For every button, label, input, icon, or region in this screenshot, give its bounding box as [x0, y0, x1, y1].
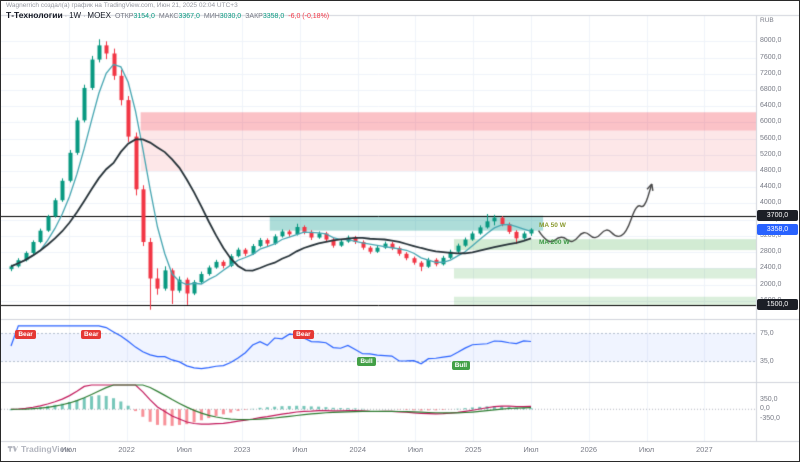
bear-signal-badge: Bear [81, 330, 102, 340]
time-axis-label[interactable]: 2026 [580, 445, 598, 454]
close-label: ЗАКР [245, 13, 263, 20]
close-value: 3358,0 [262, 13, 285, 20]
price-axis-badge: 3358,0 [757, 224, 798, 235]
price-tick-label[interactable]: 6000,0 [760, 118, 782, 126]
macd-axis-label: 350,0 [760, 395, 778, 403]
price-tick-label[interactable]: 2000,0 [760, 280, 782, 288]
time-axis-label[interactable]: 2025 [464, 445, 482, 454]
price-axis-badge: 3700,0 [757, 210, 798, 222]
time-axis-label[interactable]: Июл [638, 445, 655, 454]
timeframe-label[interactable]: 1W [69, 11, 82, 20]
low-label: МИН [203, 13, 220, 20]
price-tick-label[interactable]: 8000,0 [760, 37, 782, 45]
price-tick-label[interactable]: 2400,0 [760, 264, 782, 272]
time-axis-label[interactable]: 2022 [118, 445, 135, 454]
time-axis-label[interactable]: Июл [61, 445, 77, 454]
tradingview-logo-text: TradingView [21, 443, 71, 454]
low-value: 3030,0 [219, 13, 242, 20]
separator-dot: · [64, 13, 68, 20]
price-tick-label[interactable]: 5200,0 [760, 150, 782, 158]
time-axis-label[interactable]: 2023 [233, 445, 251, 454]
tradingview-icon [7, 446, 18, 452]
time-axis-label[interactable]: 2024 [349, 445, 366, 454]
price-tick-label[interactable]: 6800,0 [760, 85, 782, 93]
open-value: 3154,0 [133, 13, 155, 20]
price-tick-label[interactable]: 7200,0 [760, 69, 782, 77]
time-axis-label[interactable]: Июл [176, 445, 192, 454]
currency-label: RUB [760, 17, 774, 24]
price-tick-label[interactable]: 3200,0 [760, 231, 782, 239]
bear-signal-badge: Bear [293, 330, 314, 340]
price-tick-label[interactable]: 6400,0 [760, 102, 782, 110]
attribution-text: Wagnerrich создал(а) график на TradingVi… [6, 2, 238, 9]
time-axis-label[interactable]: Июл [407, 445, 424, 454]
exchange-label: MOEX [87, 11, 111, 20]
bull-signal-badge: Bull [357, 357, 376, 367]
ma-slow-label: MA 200 W [539, 239, 570, 247]
rsi-upper-band-label: 75,0 [760, 329, 774, 337]
price-tick-label[interactable]: 7600,0 [760, 53, 782, 61]
price-tick-label[interactable]: 4400,0 [760, 183, 782, 191]
macd-axis-label: -350,0 [760, 414, 780, 422]
tradingview-logo[interactable]: TradingView [7, 443, 71, 454]
ma-fast-label: MA 50 W [539, 222, 566, 230]
bear-signal-badge: Bear [15, 330, 36, 340]
change-value: -6,0 (-0,18%) [288, 13, 330, 20]
time-axis-label[interactable]: Июл [292, 445, 308, 454]
separator-dot: · [83, 13, 86, 20]
bull-signal-badge: Bull [451, 360, 471, 370]
macd-axis-label: 0,0 [760, 405, 770, 413]
time-axis-label[interactable]: 2027 [695, 445, 713, 454]
symbol-header: Т-Технологии · 1W · MOEX ОТКР3154,0 МАКС3367,0… [6, 10, 329, 20]
open-label: ОТКР [114, 13, 134, 20]
symbol-name[interactable]: Т-Технологии [6, 10, 63, 20]
price-tick-label[interactable]: 4800,0 [760, 167, 782, 175]
price-tick-label[interactable]: 5600,0 [760, 134, 782, 142]
price-axis-badge: 1500,0 [757, 299, 798, 311]
rsi-lower-band-label: 35,0 [760, 357, 774, 365]
price-tick-label[interactable]: 4000,0 [760, 199, 782, 207]
high-label: МАКС [158, 13, 179, 20]
high-value: 3367,0 [178, 13, 200, 20]
time-axis-label[interactable]: Июл [523, 445, 539, 454]
price-tick-label[interactable]: 2800,0 [760, 248, 782, 256]
